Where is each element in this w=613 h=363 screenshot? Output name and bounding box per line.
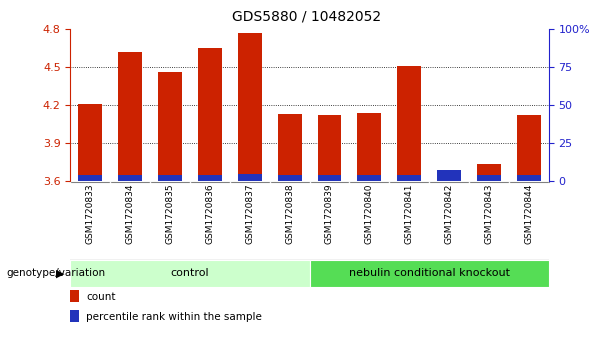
Bar bbox=[310, 260, 549, 287]
Bar bbox=[158, 175, 182, 182]
Bar bbox=[477, 164, 501, 182]
Text: nebulin conditional knockout: nebulin conditional knockout bbox=[349, 268, 509, 278]
Bar bbox=[357, 175, 381, 182]
Text: GSM1720841: GSM1720841 bbox=[405, 184, 414, 244]
Text: GSM1720834: GSM1720834 bbox=[126, 184, 135, 244]
Bar bbox=[318, 115, 341, 182]
Bar bbox=[437, 170, 461, 182]
Text: GSM1720844: GSM1720844 bbox=[524, 184, 533, 244]
Bar bbox=[70, 310, 79, 322]
Bar bbox=[278, 114, 302, 182]
Text: percentile rank within the sample: percentile rank within the sample bbox=[86, 311, 262, 322]
Text: GSM1720843: GSM1720843 bbox=[484, 184, 493, 244]
Text: count: count bbox=[86, 292, 116, 302]
Bar bbox=[70, 290, 79, 302]
Text: GSM1720838: GSM1720838 bbox=[285, 184, 294, 244]
Bar bbox=[198, 48, 222, 182]
Bar bbox=[517, 115, 541, 182]
Bar bbox=[477, 175, 501, 182]
Text: GSM1720842: GSM1720842 bbox=[444, 184, 454, 244]
Bar bbox=[318, 175, 341, 182]
Bar bbox=[158, 72, 182, 182]
Bar bbox=[238, 33, 262, 182]
Bar bbox=[397, 175, 421, 182]
Bar bbox=[278, 175, 302, 182]
Bar bbox=[357, 113, 381, 182]
Bar bbox=[397, 66, 421, 182]
Bar bbox=[437, 179, 461, 182]
Text: GSM1720840: GSM1720840 bbox=[365, 184, 374, 244]
Text: GDS5880 / 10482052: GDS5880 / 10482052 bbox=[232, 9, 381, 23]
Text: GSM1720833: GSM1720833 bbox=[86, 184, 95, 244]
Bar bbox=[118, 175, 142, 182]
Text: GSM1720837: GSM1720837 bbox=[245, 184, 254, 244]
Text: control: control bbox=[170, 268, 210, 278]
Bar bbox=[70, 260, 310, 287]
Bar bbox=[78, 104, 102, 182]
Bar bbox=[78, 175, 102, 182]
Bar bbox=[118, 52, 142, 182]
Bar bbox=[517, 175, 541, 182]
Text: ▶: ▶ bbox=[56, 268, 64, 278]
Text: GSM1720835: GSM1720835 bbox=[166, 184, 175, 244]
Bar bbox=[198, 175, 222, 182]
Bar bbox=[238, 174, 262, 182]
Text: genotype/variation: genotype/variation bbox=[6, 268, 105, 278]
Text: GSM1720836: GSM1720836 bbox=[205, 184, 215, 244]
Text: GSM1720839: GSM1720839 bbox=[325, 184, 334, 244]
